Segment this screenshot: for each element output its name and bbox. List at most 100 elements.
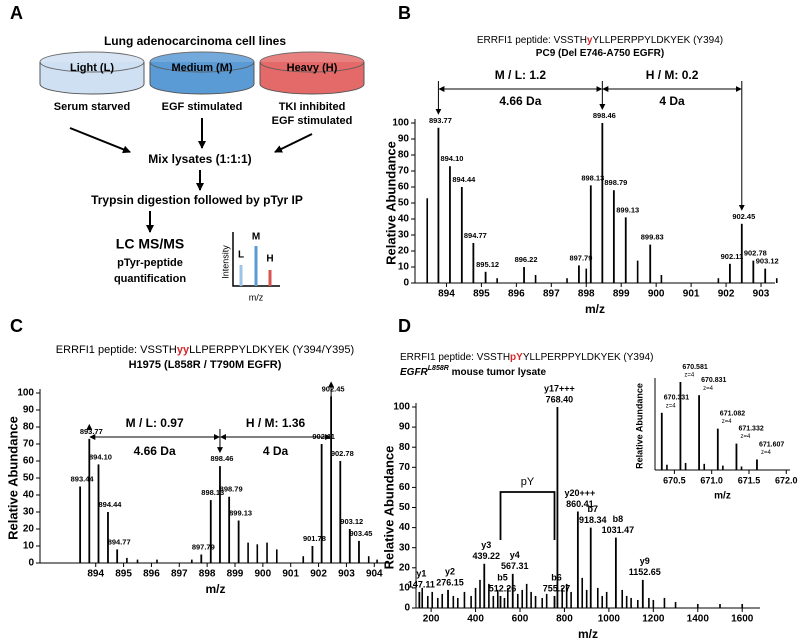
peak-label: 567.31: [501, 561, 529, 571]
dish-top: [149, 51, 255, 73]
y-tick-label: 90: [398, 134, 410, 145]
dish-top: [39, 51, 145, 73]
peak-label: 897.79: [192, 542, 215, 551]
step: Mix lysates (1:1:1): [148, 152, 251, 166]
chart-subtitle: PC9 (Del E746-A750 EGFR): [536, 48, 664, 59]
x-tick-label: 671.0: [700, 475, 723, 485]
x-tick-label: 899: [227, 569, 244, 580]
peak-label: 768.40: [546, 394, 574, 404]
dish-label: Light (L): [70, 62, 114, 74]
peak-label: 902.45: [732, 212, 755, 221]
y-tick-label: 40: [398, 214, 410, 225]
y-tick-label: 70: [23, 439, 35, 450]
peak-label: 894.77: [464, 231, 487, 240]
dish-condition: TKI inhibited: [279, 101, 346, 113]
y-tick-label: 20: [23, 524, 35, 535]
x-tick-label: 903: [753, 289, 770, 300]
title-part: YLLPERPPYLDKYEK (Y394): [592, 35, 723, 46]
y-tick-label: 20: [398, 246, 410, 257]
peak-label: 896.22: [515, 255, 538, 264]
y-tick-label: 40: [23, 490, 35, 501]
x-tick-label: 901: [282, 569, 299, 580]
x-tick-label: 900: [255, 569, 272, 580]
readout-title: LC MS/MS: [116, 236, 184, 252]
peak-label: 901.78: [303, 534, 326, 543]
title-part: LLPERPPYLDKYEK (Y394/Y395): [189, 344, 354, 356]
subtitle-part: EGFR: [400, 367, 429, 378]
x-tick-label: 897: [543, 289, 560, 300]
peak-label: 898.13: [201, 488, 224, 497]
dish-label: Medium (M): [171, 62, 232, 74]
x-tick-label: 1000: [598, 614, 621, 625]
x-tick-label: 899: [613, 289, 630, 300]
x-tick-label: 894: [438, 289, 455, 300]
peak-label: 671.607: [759, 441, 784, 448]
arrow: [69, 127, 131, 154]
y-tick-label: 90: [23, 405, 35, 416]
x-tick-label: 902: [718, 289, 735, 300]
x-tick-label: 901: [683, 289, 700, 300]
x-tick-label: 896: [508, 289, 525, 300]
ratio-label: M / L: 1.2: [495, 68, 547, 82]
peak-label: 439.22: [473, 551, 501, 561]
y-tick-label: 50: [399, 502, 411, 513]
y-tick-label: 0: [28, 558, 34, 569]
x-tick-label: 670.5: [663, 475, 686, 485]
peak-label: 898.46: [210, 454, 233, 463]
ion-label: b5: [497, 572, 508, 582]
y-tick-label: 90: [399, 422, 411, 433]
y-axis-label: Relative Abundance: [383, 141, 398, 265]
ion-label: y9: [640, 556, 650, 566]
y-tick-label: 20: [399, 562, 411, 573]
x-tick-label: 1200: [642, 614, 665, 625]
peak-label: 902.78: [744, 249, 767, 258]
y-tick-label: 30: [23, 507, 35, 518]
peak-label: 898.13: [581, 173, 604, 182]
charge-label: z=4: [703, 386, 714, 392]
peak-label: 894.44: [452, 175, 476, 184]
peak-label: 903.12: [756, 257, 779, 266]
subtitle-part: mouse tumor lysate: [449, 367, 547, 378]
ion-label: y4: [510, 550, 520, 560]
ion-label: b8: [613, 514, 624, 524]
x-tick-label: 671.5: [738, 475, 761, 485]
dishes: Light (L) Serum starved Medium (M) EGF stim…: [39, 51, 365, 127]
y-tick-label: 60: [399, 482, 411, 493]
subtitle-part: PC9 (Del E746-A750 EGFR): [536, 48, 664, 59]
x-tick-label: 672.0: [775, 475, 798, 485]
x-axis-label: m/z: [578, 627, 598, 641]
x-tick-label: 902: [310, 569, 327, 580]
mini-spectrum: Intensity L M H m/z: [220, 232, 280, 302]
panel-letter: C: [10, 316, 23, 336]
peak-label: 671.082: [720, 410, 745, 417]
arrow: [274, 133, 313, 153]
dish-condition: EGF stimulated: [162, 101, 243, 113]
peak-label: 147.11: [408, 579, 435, 589]
x-tick-label: 903: [338, 569, 355, 580]
title-part: ERRFI1 peptide: VSSTH: [56, 344, 177, 356]
mini-x-label: m/z: [249, 292, 264, 302]
x-tick-label: 1600: [731, 614, 754, 625]
spacing-label: 4 Da: [263, 444, 289, 458]
y-tick-label: 50: [398, 198, 410, 209]
peak-label: 902.11: [721, 252, 744, 261]
x-tick-label: 896: [143, 569, 160, 580]
y-tick-label: 50: [23, 473, 35, 484]
y-tick-label: 70: [399, 462, 411, 473]
subtitle-part: H1975 (L858R / T790M EGFR): [129, 359, 282, 371]
mini-peak-label: M: [252, 232, 260, 243]
spacing-label: 4 Da: [659, 94, 685, 108]
peak-label: 898.79: [604, 178, 627, 187]
peak-label: 894.77: [108, 537, 131, 546]
x-tick-label: 800: [556, 614, 573, 625]
spacing-label: 4.66 Da: [134, 444, 176, 458]
x-tick-label: 200: [423, 614, 440, 625]
dish-top: [259, 51, 365, 73]
mini-peak-label: L: [238, 250, 244, 261]
ratio-label: M / L: 0.97: [126, 416, 184, 430]
mod-label: pY: [521, 476, 535, 488]
x-tick-label: 898: [578, 289, 595, 300]
y-tick-label: 60: [23, 456, 35, 467]
peak-label: 903.45: [349, 529, 372, 538]
title-part: y: [587, 35, 593, 46]
